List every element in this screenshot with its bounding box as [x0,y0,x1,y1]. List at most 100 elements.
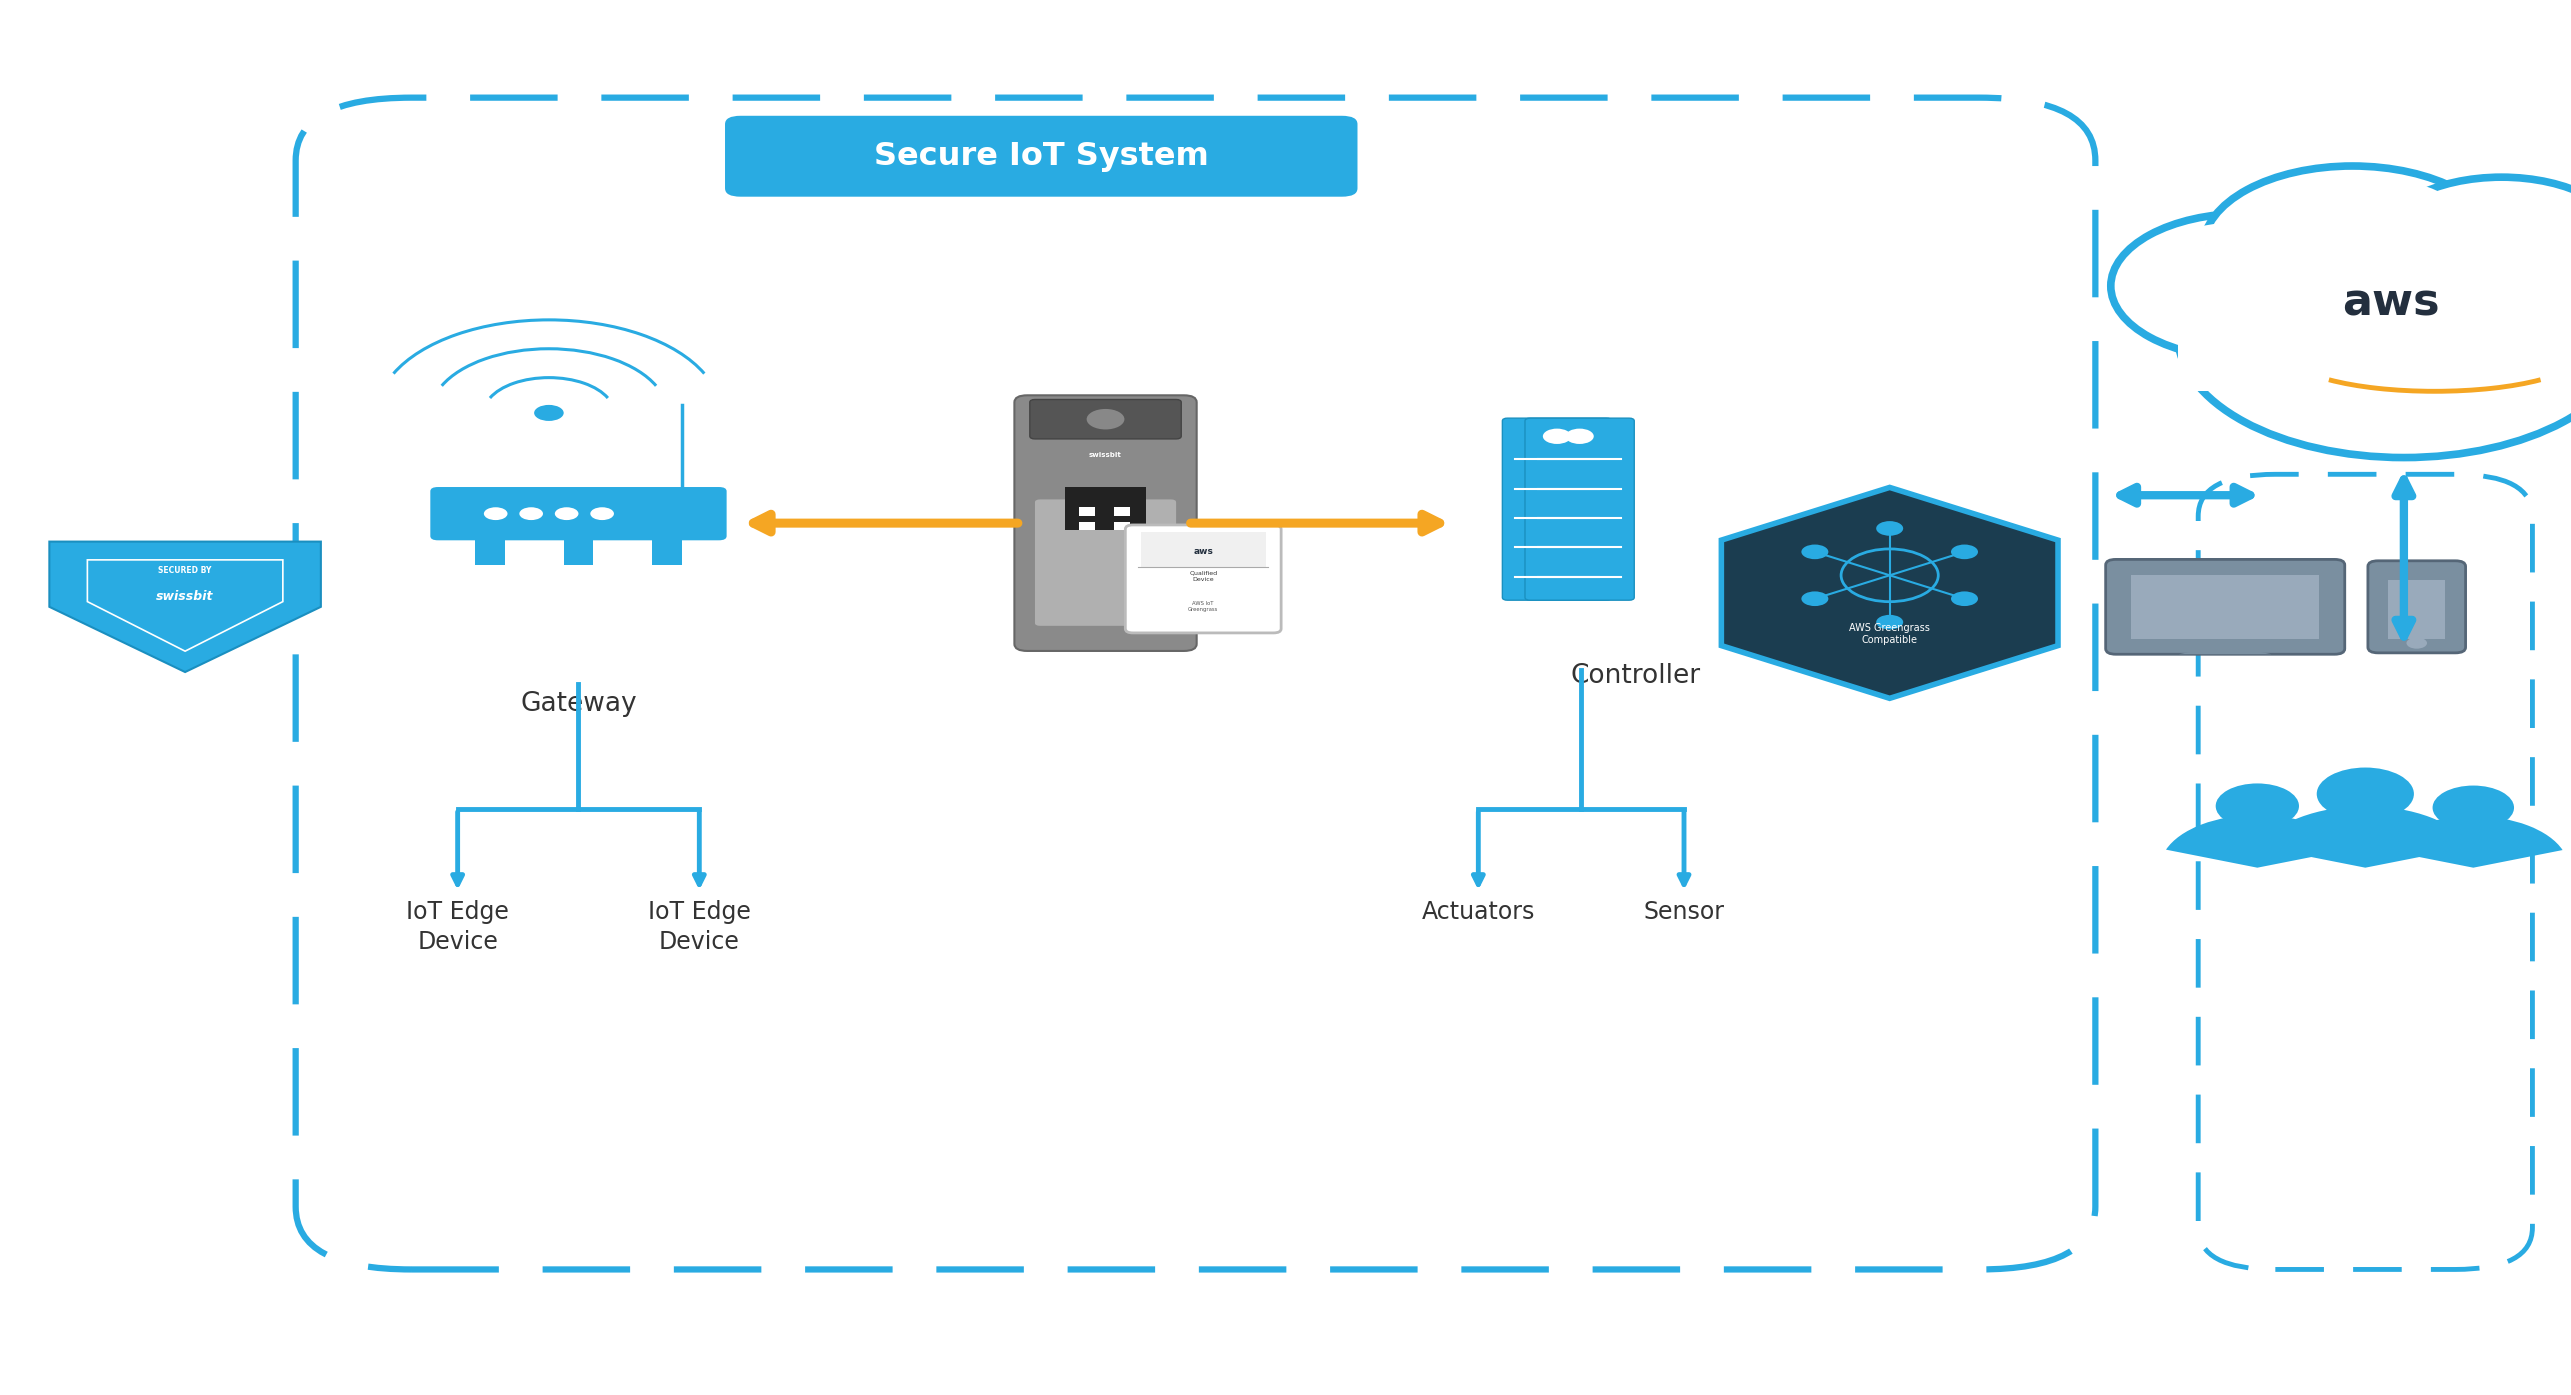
Text: Gateway: Gateway [519,691,638,717]
Circle shape [2432,785,2514,830]
FancyBboxPatch shape [1142,531,1265,566]
Point [563,675,594,692]
Point [1874,614,1905,631]
Circle shape [2378,177,2571,311]
Point [1499,451,1530,467]
Point [563,801,594,817]
FancyBboxPatch shape [1113,506,1129,516]
Point [1499,480,1530,497]
Text: aws: aws [2342,282,2440,324]
FancyBboxPatch shape [1126,525,1280,633]
Point [1949,590,1980,607]
Circle shape [2406,638,2427,649]
Text: Actuators: Actuators [1422,900,1535,923]
Line: 2 pts: 2 pts [1890,552,1964,575]
Point [1463,801,1494,817]
Point [1607,568,1638,585]
FancyBboxPatch shape [2106,559,2345,654]
Text: AWS Greengrass
Compatible: AWS Greengrass Compatible [1849,622,1931,644]
Circle shape [555,508,578,520]
Circle shape [2203,166,2502,328]
Circle shape [2430,222,2571,356]
Polygon shape [1723,487,2057,699]
Point [1522,509,1553,526]
FancyBboxPatch shape [476,536,504,565]
Circle shape [535,405,563,421]
Circle shape [1951,591,1977,605]
Point [1949,544,1980,561]
Circle shape [2111,213,2378,359]
Circle shape [519,508,542,520]
Point [1874,520,1905,537]
Circle shape [483,508,506,520]
Point [1874,566,1905,583]
Point [1800,544,1831,561]
Text: AWS IoT
Greengrass: AWS IoT Greengrass [1188,601,1219,612]
Text: SECURED BY: SECURED BY [159,566,211,575]
Line: 2 pts: 2 pts [1815,575,1890,598]
Polygon shape [2180,649,2273,654]
Point [442,801,473,817]
Text: IoT Edge
Device: IoT Edge Device [406,900,509,954]
Point [1874,566,1905,583]
Line: 2 pts: 2 pts [1815,552,1890,575]
FancyBboxPatch shape [1064,487,1147,530]
Point [1584,509,1615,526]
Circle shape [2178,212,2571,458]
Wedge shape [2165,815,2350,868]
Wedge shape [2383,816,2563,868]
Circle shape [2316,767,2414,820]
Point [1522,451,1553,467]
Circle shape [1543,428,1571,444]
Point [1607,538,1638,555]
Point [666,505,697,522]
Text: swissbit: swissbit [1090,452,1121,459]
FancyBboxPatch shape [1525,418,1635,600]
Point [1499,568,1530,585]
FancyBboxPatch shape [2178,328,2571,391]
Point [1874,566,1905,583]
Point [666,396,697,413]
Text: Secure IoT System: Secure IoT System [874,141,1208,172]
Circle shape [2219,174,2486,319]
Circle shape [2216,784,2298,829]
Circle shape [591,508,614,520]
Circle shape [1566,428,1594,444]
FancyBboxPatch shape [2388,580,2445,639]
Point [1669,801,1699,817]
Point [1584,568,1615,585]
FancyBboxPatch shape [1031,399,1180,439]
FancyBboxPatch shape [1080,506,1095,516]
Circle shape [2394,186,2571,303]
FancyBboxPatch shape [2131,575,2319,639]
FancyBboxPatch shape [429,487,728,540]
Text: Sensor: Sensor [1643,900,1725,923]
FancyBboxPatch shape [2368,561,2466,653]
FancyBboxPatch shape [563,536,594,565]
Circle shape [2193,220,2571,449]
FancyBboxPatch shape [653,536,681,565]
Polygon shape [49,541,321,672]
Point [1499,538,1530,555]
Circle shape [1802,544,1828,559]
Point [1584,480,1615,497]
Text: Controller: Controller [1571,663,1699,689]
Point [1607,480,1638,497]
Circle shape [1877,522,1903,536]
FancyBboxPatch shape [1080,522,1095,530]
Circle shape [1951,544,1977,559]
Text: aws: aws [1193,547,1214,555]
FancyBboxPatch shape [1501,418,1612,600]
Text: swissbit: swissbit [157,590,213,603]
Point [1584,451,1615,467]
Point [1522,480,1553,497]
Point [1607,451,1638,467]
Point [684,801,715,817]
Circle shape [1088,409,1124,430]
Point [1874,566,1905,583]
Wedge shape [2260,806,2471,868]
Point [1566,661,1597,678]
Point [1522,538,1553,555]
Point [1607,509,1638,526]
Point [1874,566,1905,583]
